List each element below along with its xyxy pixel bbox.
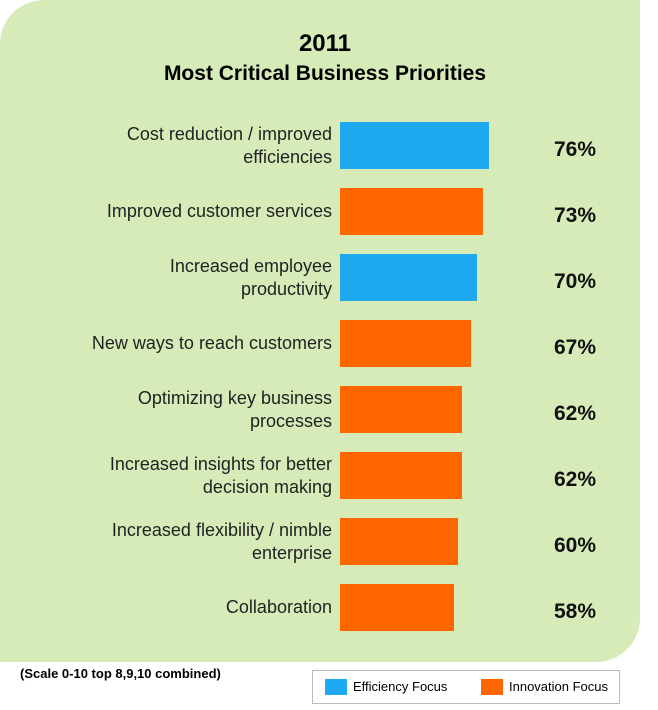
- category-label: Collaboration: [225, 597, 332, 617]
- category-label: Optimizing key business processes: [137, 387, 332, 431]
- value-label: 67%: [553, 335, 597, 359]
- legend-label: Efficiency Focus: [353, 679, 448, 694]
- bar: [340, 386, 462, 433]
- category-label: New ways to reach customers: [91, 333, 332, 353]
- bar: [340, 452, 462, 499]
- bar: [340, 122, 489, 169]
- category-label: Increased flexibility / nimble enterpris…: [111, 519, 332, 563]
- value-label: 70%: [553, 269, 597, 293]
- chart-panel: [0, 0, 640, 662]
- chart-title: 2011: [298, 30, 352, 57]
- category-label: Improved customer services: [106, 201, 332, 221]
- legend-label: Innovation Focus: [509, 679, 609, 694]
- footnote: (Scale 0-10 top 8,9,10 combined): [20, 666, 221, 681]
- value-label: 58%: [553, 599, 597, 623]
- value-label: 73%: [553, 203, 597, 227]
- category-label: Increased insights for better decision m…: [109, 453, 332, 497]
- bar: [340, 584, 454, 631]
- bar: [340, 320, 472, 367]
- bar: [340, 188, 484, 235]
- category-label: Increased employee productivity: [169, 255, 332, 299]
- value-label: 62%: [553, 401, 597, 425]
- category-label: Cost reduction / improved efficiencies: [126, 123, 332, 167]
- value-label: 60%: [553, 533, 597, 557]
- legend-swatch: [481, 679, 503, 695]
- legend: Efficiency Focus Innovation Focus: [312, 670, 620, 704]
- chart-subtitle: Most Critical Business Priorities: [163, 62, 487, 85]
- value-label: 76%: [553, 137, 597, 161]
- value-label: 62%: [553, 467, 597, 491]
- bar: [340, 518, 458, 565]
- legend-swatch: [325, 679, 347, 695]
- bar: [340, 254, 478, 301]
